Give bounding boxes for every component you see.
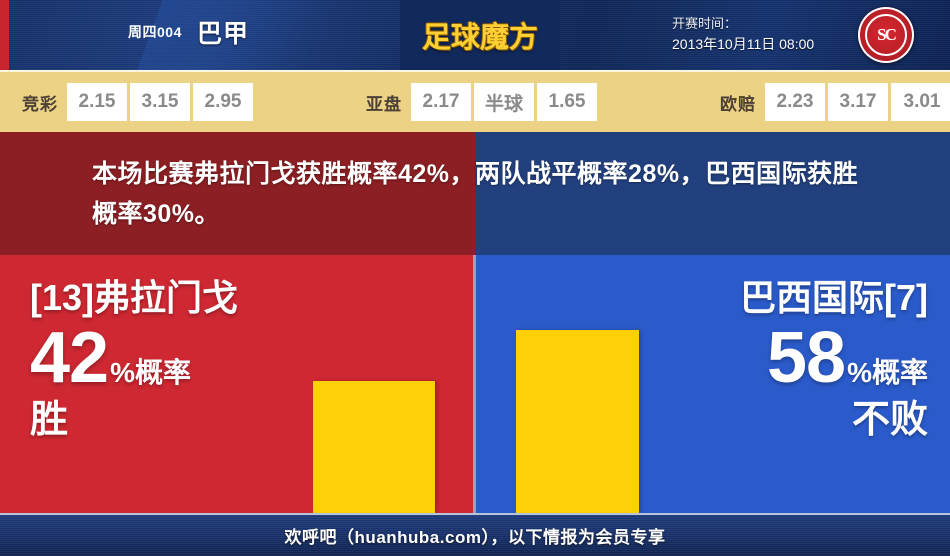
- odds-cell[interactable]: 半球: [474, 83, 534, 121]
- odds-cell[interactable]: 2.23: [765, 83, 825, 121]
- odds-cell[interactable]: 1.65: [537, 83, 597, 121]
- kickoff-time: 开赛时间： 2013年10月11日 08:00: [672, 13, 814, 55]
- away-probability-value: 58: [767, 318, 846, 398]
- odds-cell[interactable]: 3.17: [828, 83, 888, 121]
- home-probability-suffix: %概率: [110, 357, 191, 388]
- odds-group-yapan: 亚盘 2.17 半球 1.65: [366, 83, 600, 121]
- away-probability-suffix: %概率: [847, 357, 928, 388]
- odds-cell[interactable]: 2.15: [67, 83, 127, 121]
- footer-bar: 欢呼吧（huanhuba.com），以下情报为会员专享: [0, 513, 950, 556]
- home-team-block: [13]弗拉门戈 42 %概率 胜: [30, 277, 238, 443]
- odds-group-title: 欧赔: [720, 94, 756, 114]
- brand-logo[interactable]: 足球魔方: [400, 0, 560, 70]
- kickoff-label: 开赛时间：: [672, 16, 738, 31]
- panel-divider: [473, 255, 476, 513]
- home-probability-value: 42: [30, 318, 109, 398]
- odds-bar: 竞彩 2.15 3.15 2.95 亚盘 2.17 半球 1.65 欧赔 2.2…: [0, 70, 950, 132]
- header-bar: 周四004 巴甲 足球魔方 开赛时间： 2013年10月11日 08:00 SC: [0, 0, 950, 70]
- away-team-block: 巴西国际[7] 58 %概率 不败: [740, 277, 928, 443]
- odds-cell[interactable]: 3.01: [891, 83, 950, 121]
- home-team-name: [13]弗拉门戈: [30, 277, 239, 318]
- away-probability-bar: [516, 330, 639, 513]
- club-crest-label: SC: [865, 14, 907, 56]
- away-probability-row: 58 %概率: [740, 321, 928, 395]
- summary-band: 本场比赛弗拉门戈获胜概率42%，两队战平概率28%，巴西国际获胜概率30%。: [0, 132, 950, 255]
- header-accent-stripe: [0, 0, 9, 70]
- odds-group-title: 亚盘: [366, 94, 402, 114]
- summary-band-away-half: [475, 132, 950, 255]
- summary-band-home-half: [0, 132, 475, 255]
- brand-logo-text: 足球魔方: [421, 20, 538, 54]
- probability-chart: [13]弗拉门戈 42 %概率 胜 巴西国际[7] 58 %概率 不败: [0, 255, 950, 513]
- club-crest-icon: SC: [858, 7, 914, 63]
- away-team-name: 巴西国际[7]: [740, 277, 928, 318]
- away-outcome-label: 不败: [851, 399, 928, 441]
- odds-group-title: 竞彩: [22, 94, 58, 114]
- odds-cell[interactable]: 2.95: [193, 83, 253, 121]
- kickoff-value: 2013年10月11日 08:00: [672, 36, 815, 52]
- home-probability-row: 42 %概率: [30, 321, 238, 395]
- league-name: 巴甲: [197, 20, 250, 48]
- odds-group-jingcai: 竞彩 2.15 3.15 2.95: [22, 83, 256, 121]
- odds-cell[interactable]: 2.17: [411, 83, 471, 121]
- odds-cell[interactable]: 3.15: [130, 83, 190, 121]
- summary-text: 本场比赛弗拉门戈获胜概率42%，两队战平概率28%，巴西国际获胜概率30%。: [92, 160, 859, 228]
- match-round-label: 周四004: [128, 24, 182, 40]
- odds-group-oupei: 欧赔 2.23 3.17 3.01: [720, 83, 950, 121]
- home-outcome-label: 胜: [30, 399, 69, 441]
- footer-text: 欢呼吧（huanhuba.com），以下情报为会员专享: [284, 528, 666, 547]
- home-probability-bar: [313, 381, 435, 513]
